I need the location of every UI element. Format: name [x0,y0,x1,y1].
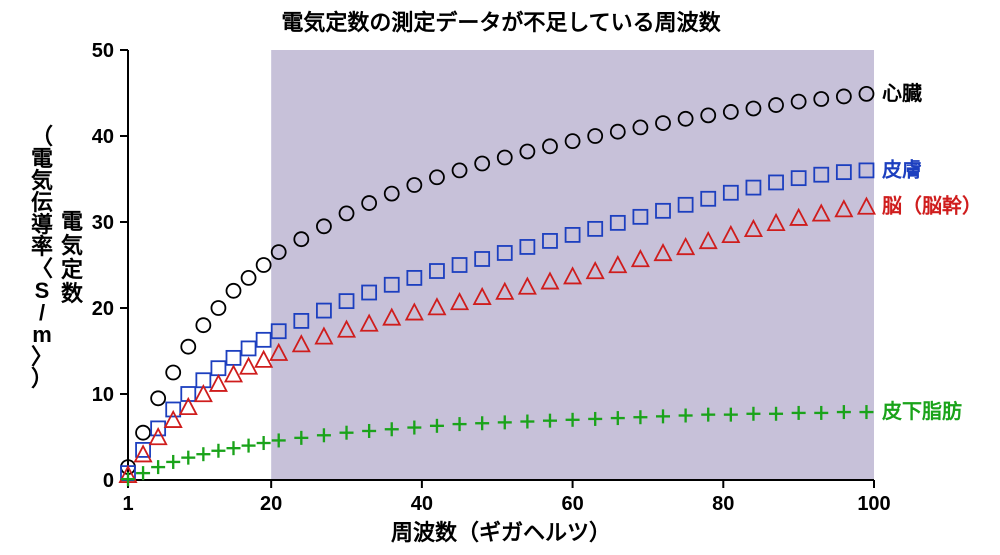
x-axis-label: 周波数（ギガヘルツ） [391,520,611,545]
y-tick-label: 40 [92,126,114,148]
y-tick-label: 30 [92,212,114,234]
y-axis-label-main: 気 [61,233,83,258]
y-tick-label: 20 [92,298,114,320]
y-tick-label: 10 [92,384,114,406]
y-axis-label-main: 電 [61,209,83,234]
chart-svg: 1 20 40 60 80 100 0 10 20 30 40 50 電気定数の測定データが不足している… [0,0,1000,555]
chart-container: 1 20 40 60 80 100 0 10 20 30 40 50 電気定数の測定データが不足している… [0,0,1000,555]
y-tick-label: 50 [92,40,114,62]
x-tick-label: 80 [712,493,734,515]
y-axis-label-main: 数 [61,281,84,306]
legend-heart: 心臓 [882,82,922,105]
x-tick-label: 100 [857,493,890,515]
legend-skin: 皮膚 [882,157,922,181]
chart-title: 電気定数の測定データが不足している周波数 [281,10,721,35]
legend-fat: 皮下脂肪 [882,399,962,423]
legend-brain: 脳（脳幹） [881,194,982,218]
y-tick-label: 0 [103,470,114,492]
x-tick-label: 20 [260,493,282,515]
x-tick-label: 1 [122,493,133,515]
y-axis-label-main: 定 [61,257,83,282]
x-tick-label: 40 [411,493,433,515]
y-axis-label-sub: ） [31,366,53,391]
x-tick-label: 60 [561,493,583,515]
